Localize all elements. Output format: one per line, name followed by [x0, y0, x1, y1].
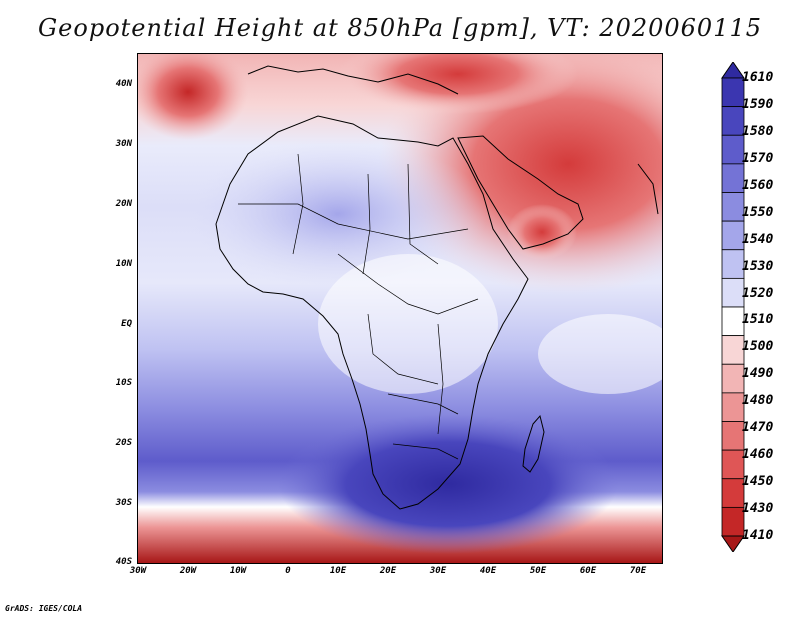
colorbar-label: 1540	[742, 231, 774, 247]
colorbar-swatch	[721, 421, 745, 451]
x-tick-label: 30W	[129, 566, 147, 576]
colorbar-label: 1530	[742, 258, 774, 274]
colorbar-label: 1410	[742, 528, 774, 543]
colorbar-swatch	[721, 277, 745, 308]
colorbar-label: 1430	[742, 501, 774, 517]
colorbar-swatch	[721, 335, 745, 365]
x-tick-label: 20W	[179, 566, 197, 576]
credit-text: GrADS: IGES/COLA	[5, 604, 83, 613]
x-tick-label: 10W	[229, 566, 247, 576]
colorbar-swatch	[721, 449, 745, 480]
colorbar-label: 1610	[742, 70, 774, 85]
colorbar-label: 1510	[742, 312, 774, 328]
colorbar-swatch	[721, 134, 745, 165]
country-borders	[238, 153, 479, 460]
colorbar-swatch	[721, 220, 745, 251]
colorbar-swatch	[721, 392, 745, 422]
colorbar-label: 1480	[742, 393, 774, 409]
colorbar-swatch	[721, 506, 745, 537]
chart-title: Geopotential Height at 850hPa [gpm], VT:…	[38, 14, 762, 42]
colorbar-label: 1560	[742, 177, 774, 193]
x-tick-label: 0	[285, 566, 291, 576]
geopotential-field	[138, 54, 662, 563]
colorbar-swatch	[721, 363, 745, 394]
x-tick-label: 60E	[579, 566, 597, 576]
colorbar-swatch	[721, 106, 745, 136]
x-tick-label: 40E	[479, 566, 497, 576]
colorbar-swatch	[721, 306, 745, 337]
colorbar-label: 1490	[742, 366, 774, 382]
colorbar-swatch	[721, 478, 745, 508]
colorbar	[721, 62, 745, 552]
colorbar-label: 1570	[742, 150, 774, 166]
map-plot-area	[137, 53, 663, 564]
x-tick-label: 50E	[529, 566, 547, 576]
y-tick-label: 20S	[115, 438, 132, 448]
colorbar-swatch	[721, 77, 745, 108]
coastlines	[215, 65, 659, 510]
y-tick-label: 10N	[115, 259, 132, 269]
x-tick-label: 20E	[379, 566, 397, 576]
x-tick-label: 70E	[629, 566, 647, 576]
y-tick-label: 40S	[115, 557, 132, 567]
colorbar-swatch	[721, 249, 745, 279]
colorbar-swatch	[721, 163, 745, 193]
y-tick-label: EQ	[121, 319, 132, 329]
y-tick-label: 30S	[115, 498, 132, 508]
colorbar-label: 1500	[742, 339, 774, 355]
colorbar-label: 1520	[742, 285, 774, 301]
colorbar-label: 1470	[742, 420, 774, 436]
colorbar-swatch	[721, 192, 745, 222]
colorbar-label: 1450	[742, 474, 774, 490]
y-tick-label: 30N	[115, 139, 132, 149]
colorbar-label: 1460	[742, 447, 774, 463]
colorbar-label: 1550	[742, 204, 774, 220]
colorbar-top-triangle	[721, 62, 745, 79]
colorbar-label: 1590	[742, 96, 774, 112]
colorbar-bottom-triangle	[721, 535, 745, 552]
x-tick-label: 10E	[329, 566, 347, 576]
x-tick-label: 30E	[429, 566, 447, 576]
y-tick-label: 20N	[115, 199, 132, 209]
y-tick-label: 40N	[115, 79, 132, 89]
y-tick-label: 10S	[115, 378, 132, 388]
colorbar-label: 1580	[742, 123, 774, 139]
